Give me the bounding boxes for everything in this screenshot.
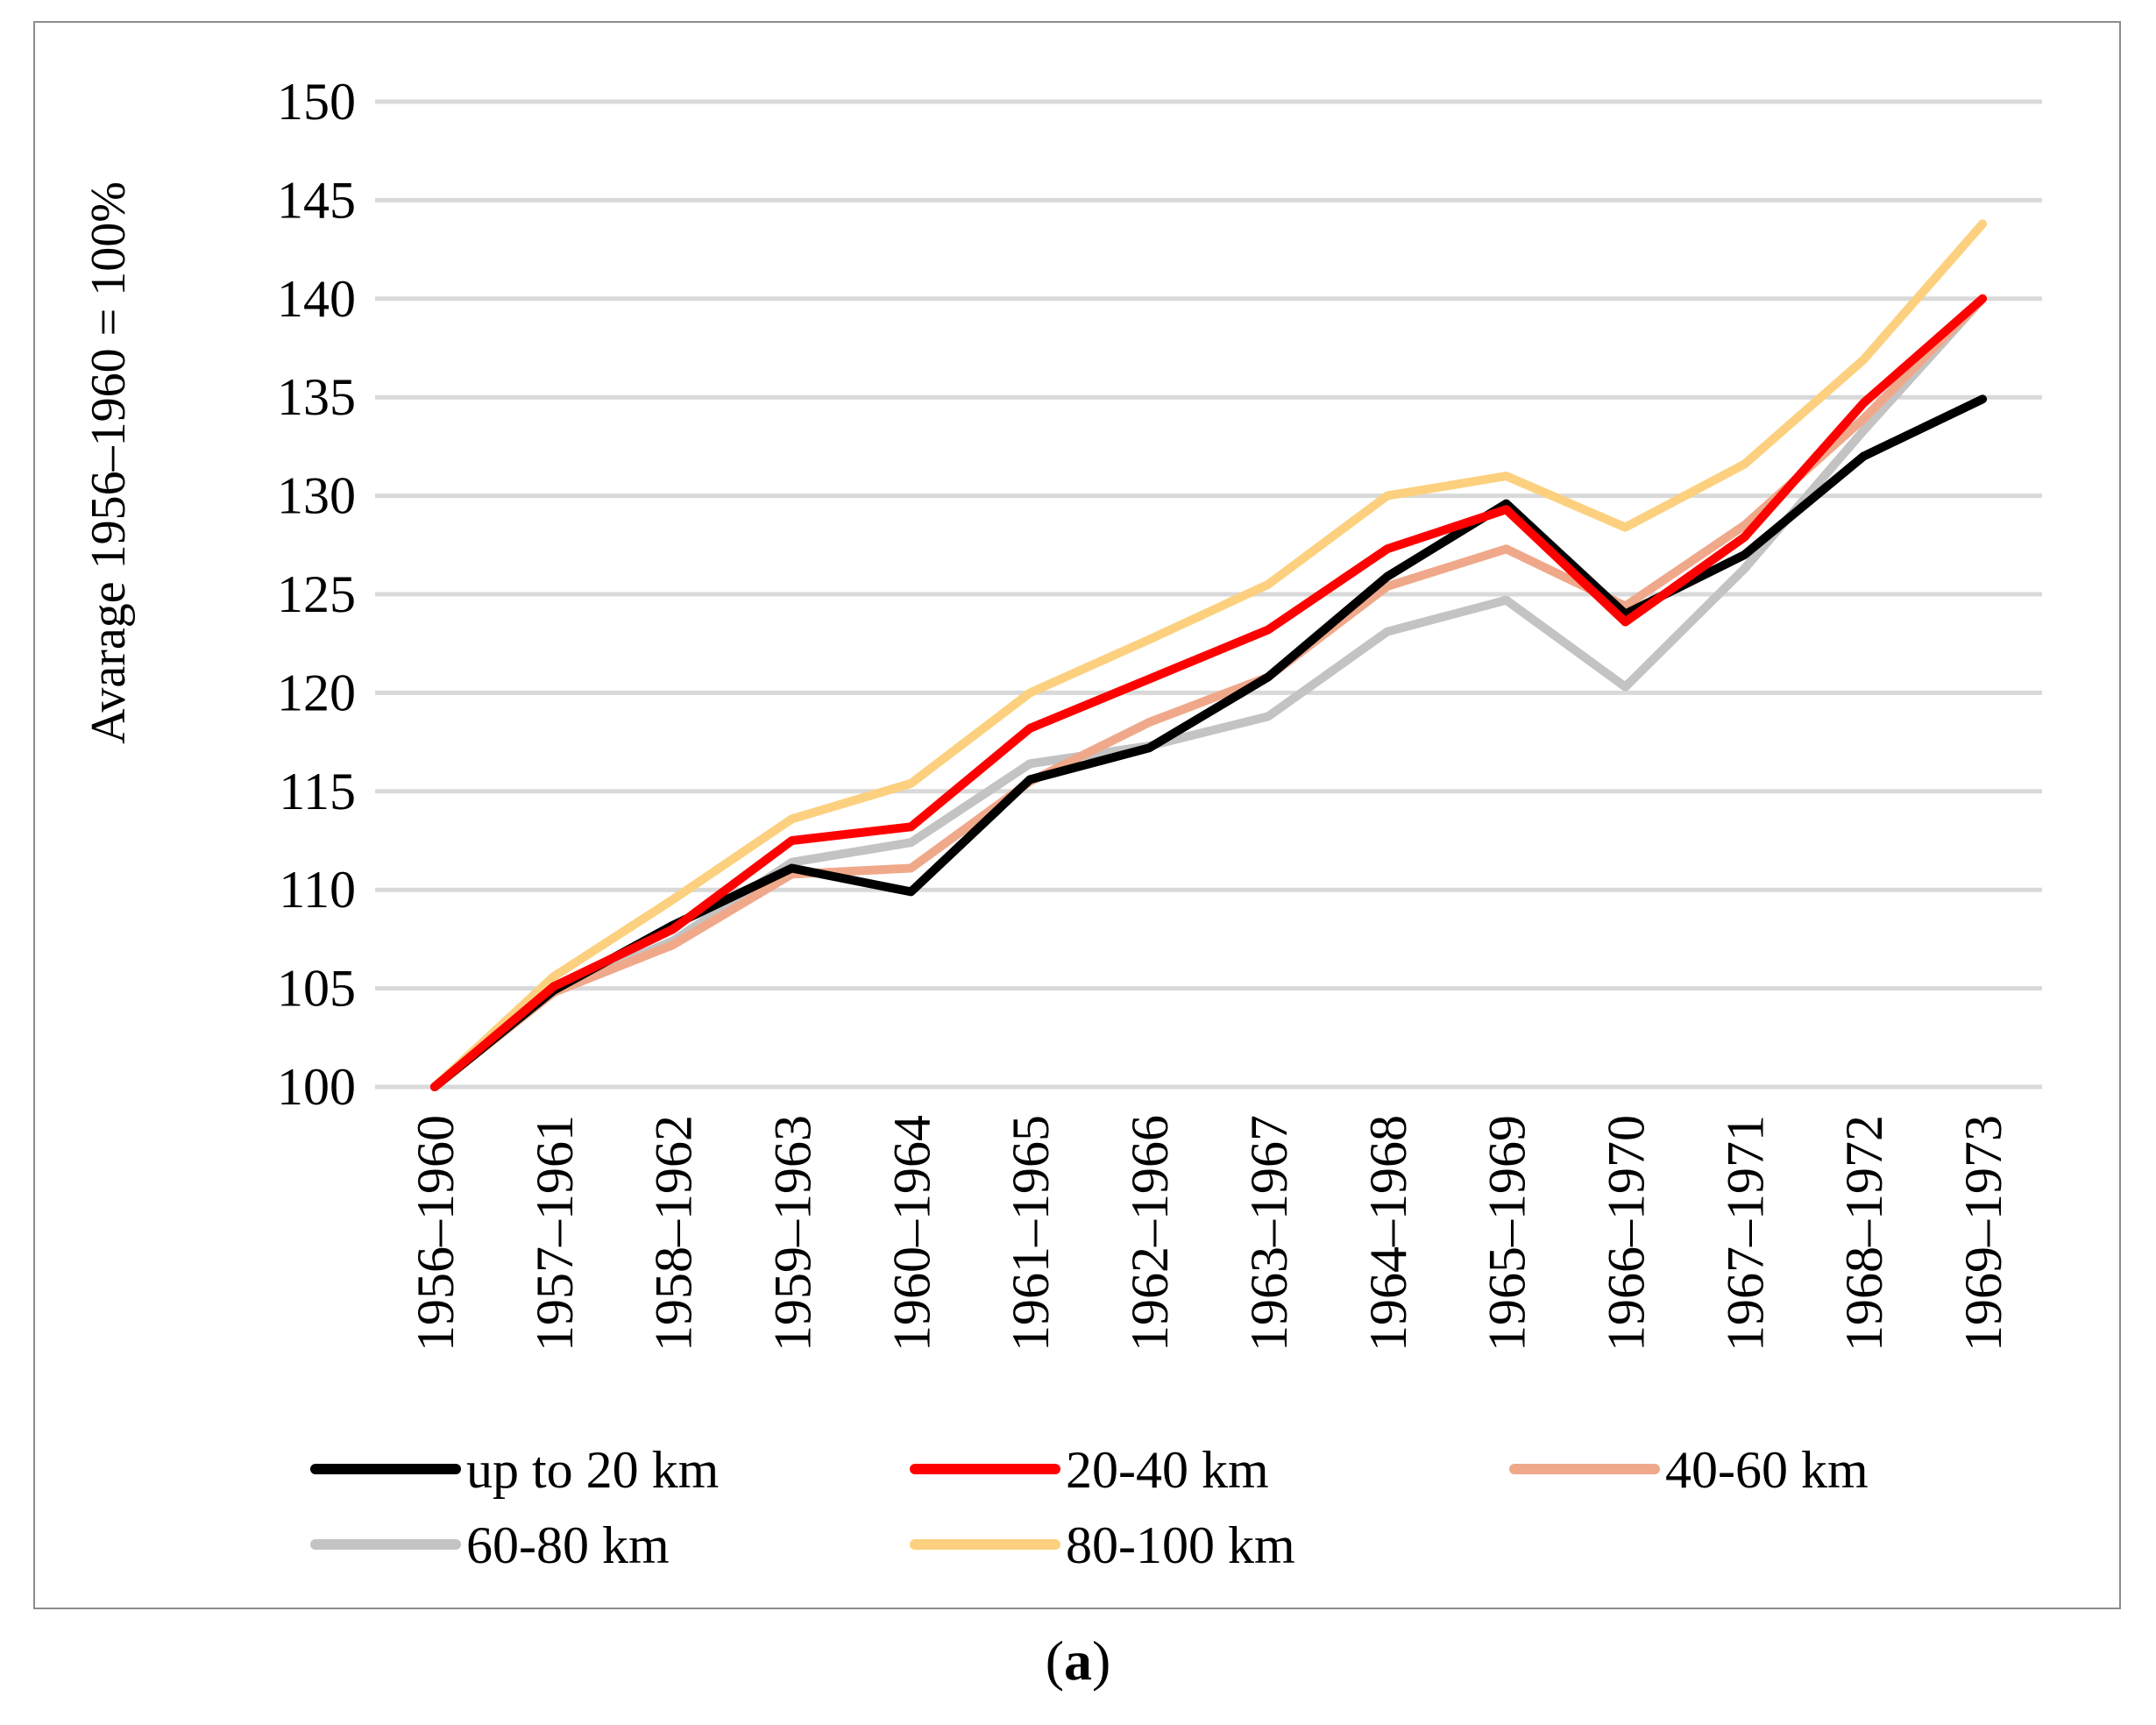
y-tick-label: 140 — [277, 270, 356, 328]
x-tick-label: 1960–1964 — [883, 1115, 940, 1352]
x-tick-label: 1958–1962 — [645, 1115, 703, 1352]
y-tick-label: 120 — [277, 664, 356, 721]
y-tick-label: 130 — [277, 467, 356, 525]
x-tick-label: 1969–1973 — [1954, 1115, 2012, 1352]
y-tick-label: 115 — [279, 763, 356, 820]
y-tick-label: 125 — [277, 565, 356, 623]
legend-label: up to 20 km — [466, 1441, 719, 1499]
x-tick-labels: 1956–1960 1957–1961 1958–1962 1959–1963 1960… — [407, 1115, 2012, 1352]
legend: up to 20 km 20-40 km 40-60 km 60-80 km 80-10… — [310, 1441, 1869, 1574]
x-tick-label: 1961–1965 — [1002, 1115, 1060, 1352]
series-lines — [429, 219, 1988, 1091]
series-line-2 — [429, 294, 1988, 1091]
x-tick-label: 1964–1968 — [1359, 1115, 1417, 1352]
figure-caption: (a) — [0, 1629, 2156, 1693]
y-tick-label: 150 — [277, 73, 356, 131]
x-tick-label: 1956–1960 — [407, 1115, 465, 1352]
caption-open: ( — [1045, 1629, 1064, 1692]
y-tick-labels: 100 105 110 115 120 125 130 135 140 145 150 — [277, 73, 356, 1116]
x-tick-label: 1962–1966 — [1121, 1115, 1179, 1352]
series-line-3 — [429, 294, 1988, 1091]
x-tick-label: 1968–1972 — [1835, 1115, 1893, 1352]
y-tick-label: 100 — [277, 1058, 356, 1116]
x-tick-label: 1966–1970 — [1598, 1115, 1656, 1352]
chart-frame — [33, 21, 2121, 1609]
legend-label: 80-100 km — [1066, 1516, 1295, 1574]
caption-letter: a — [1064, 1629, 1092, 1692]
gridlines — [375, 99, 2042, 1090]
series-line-4 — [429, 219, 1988, 1091]
x-tick-label: 1967–1971 — [1716, 1115, 1774, 1352]
series-line-0 — [429, 394, 1988, 1091]
x-tick-label: 1957–1961 — [526, 1115, 584, 1352]
caption-close: ) — [1092, 1629, 1111, 1692]
x-tick-label: 1959–1963 — [764, 1115, 822, 1352]
series-line-1 — [429, 294, 1988, 1091]
y-tick-label: 110 — [279, 861, 356, 919]
y-tick-label: 135 — [277, 368, 356, 426]
x-tick-label: 1963–1967 — [1240, 1115, 1298, 1352]
legend-label: 60-80 km — [466, 1516, 670, 1574]
y-tick-label: 105 — [277, 960, 356, 1018]
y-tick-label: 145 — [277, 171, 356, 229]
x-tick-label: 1965–1969 — [1479, 1115, 1536, 1352]
legend-label: 40-60 km — [1665, 1441, 1869, 1499]
y-axis-title: Avarage 1956–1960 = 100% — [82, 181, 136, 744]
legend-label: 20-40 km — [1066, 1441, 1269, 1499]
